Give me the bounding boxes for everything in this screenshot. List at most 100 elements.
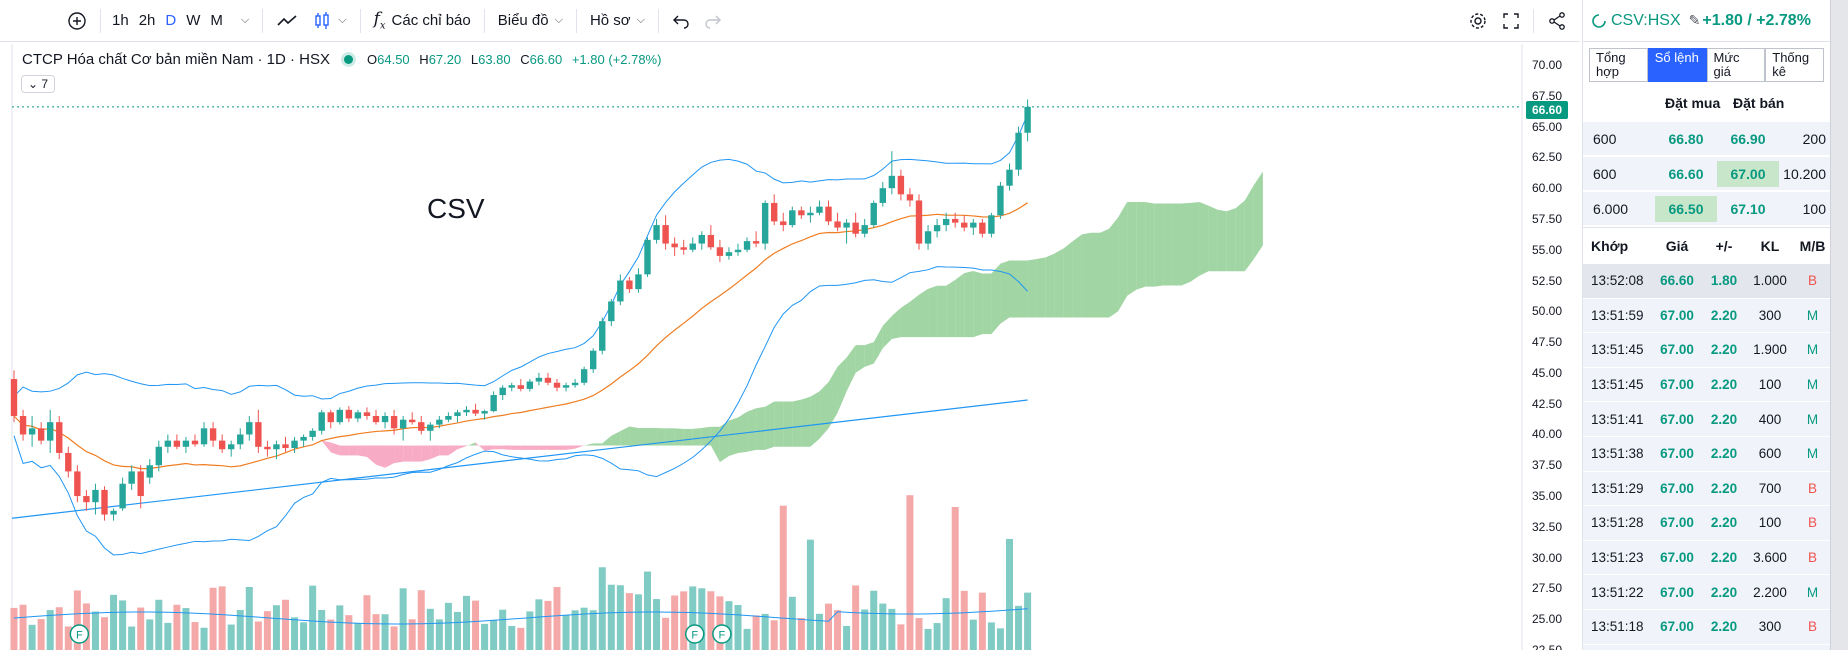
dividend-marker[interactable]: F: [712, 624, 732, 644]
undo-button[interactable]: [665, 6, 697, 36]
volume-bar: [770, 620, 778, 650]
candle: [915, 194, 923, 250]
line-chart-type-button[interactable]: [269, 6, 305, 36]
trade-side: B: [1807, 619, 1817, 635]
undo-icon: [672, 15, 689, 29]
price-axis-tick: 52.50: [1532, 273, 1563, 288]
panel-tab[interactable]: Sổ lệnh: [1647, 48, 1707, 82]
candle: [897, 169, 905, 201]
chevron-down-icon: ⌵: [554, 14, 563, 26]
price-axis-tick: 60.00: [1532, 181, 1563, 196]
dividend-marker[interactable]: F: [685, 624, 705, 644]
symbol-watermark: CSV: [427, 193, 485, 224]
candle: [445, 412, 452, 423]
candle: [508, 382, 515, 392]
resolution-W[interactable]: W: [186, 12, 201, 29]
candle: [590, 348, 597, 373]
toolbar-divider: [483, 8, 485, 33]
volume-bar: [146, 619, 154, 650]
trade-price: 67.00: [1660, 619, 1694, 635]
candle: [246, 416, 253, 441]
volume-bar: [969, 619, 977, 650]
profile-menu-button[interactable]: Hồ sơ ⌵: [583, 6, 652, 36]
cloud-segment: [964, 270, 974, 338]
candle-body: [825, 206, 832, 222]
volume-bar: [734, 605, 742, 650]
cloud-segment: [1154, 203, 1164, 287]
dividend-marker[interactable]: F: [69, 624, 90, 644]
volume-bars: [10, 495, 1032, 650]
trade-chg: 2.20: [1710, 619, 1738, 635]
candle-body: [427, 424, 434, 431]
add-symbol-button[interactable]: [60, 6, 94, 36]
trade-vol: 700: [1758, 480, 1782, 496]
redo-button[interactable]: [697, 6, 729, 36]
cloud-segment: [900, 301, 910, 338]
share-button[interactable]: [1540, 6, 1574, 36]
volume-bar: [815, 613, 823, 650]
candle-body: [146, 465, 153, 478]
fullscreen-button[interactable]: [1495, 6, 1527, 36]
cloud-segment: [683, 428, 693, 446]
cloud-segment: [674, 428, 684, 446]
resolution-2h[interactable]: 2h: [138, 12, 156, 29]
candle-body: [852, 222, 859, 234]
candle-body: [798, 210, 805, 216]
cloud-segment: [1208, 205, 1218, 272]
chart-menu-button[interactable]: Biểu đồ ⌵: [491, 6, 570, 36]
candle-body: [164, 440, 172, 447]
candles: [10, 99, 1031, 521]
indicator-collapse-toggle[interactable]: ⌄ 7: [21, 75, 56, 93]
cloud-segment: [692, 428, 702, 446]
bid-volume: 600: [1593, 130, 1617, 147]
volume-bar: [209, 587, 217, 650]
edit-icon[interactable]: ✎: [1688, 12, 1701, 28]
candle: [463, 406, 470, 416]
candle: [617, 274, 624, 306]
candle-body: [463, 409, 470, 413]
panel-tab[interactable]: Thống kê: [1765, 48, 1824, 82]
resolution-dropdown[interactable]: ⌵: [228, 6, 256, 36]
resolution-M[interactable]: M: [210, 12, 223, 29]
candle-body: [952, 218, 959, 223]
candle-body: [481, 411, 488, 414]
cloud-segment: [1118, 202, 1128, 312]
trade-row: 13:51:29 67.00 2.20 700 B: [1583, 470, 1830, 506]
panel-tab[interactable]: Mức giá: [1706, 48, 1766, 82]
candle: [1006, 163, 1013, 191]
price-axis-tick: 27.50: [1532, 581, 1563, 596]
ask-volume: 200: [1802, 130, 1826, 147]
trade-row: 13:51:23 67.00 2.20 3.600 B: [1583, 539, 1830, 575]
resolution-1h[interactable]: 1h: [112, 12, 129, 29]
cloud-segment: [738, 411, 748, 453]
trade-vol: 300: [1758, 307, 1782, 323]
volume-bar: [671, 595, 679, 650]
side-toolbar-strip[interactable]: [1830, 0, 1848, 650]
volume-bar: [1006, 538, 1013, 650]
cloud-segment: [1100, 228, 1110, 318]
panel-tab[interactable]: Tổng hợp: [1589, 48, 1648, 82]
settings-button[interactable]: [1461, 6, 1495, 36]
bollinger-bands: [13, 114, 1029, 556]
indicators-button[interactable]: fx Các chỉ báo: [367, 6, 478, 36]
resolution-D[interactable]: D: [165, 12, 177, 29]
volume-bar: [318, 609, 326, 650]
volume-bar: [843, 625, 851, 650]
cloud-segment: [1127, 202, 1137, 296]
candle-body: [970, 222, 977, 228]
volume-bar: [535, 599, 543, 650]
candle-body: [997, 185, 1004, 216]
dividend-marker-label: F: [719, 630, 726, 642]
candle: [906, 188, 914, 207]
dividend-marker-label: F: [691, 630, 698, 642]
cloud-segment: [276, 408, 286, 412]
candle: [626, 276, 633, 293]
bid-volume: 600: [1593, 165, 1617, 182]
candle-chart-type-button[interactable]: ⌵: [305, 6, 353, 36]
volume-bar: [761, 613, 769, 650]
cloud-segment: [403, 445, 413, 462]
candle-body: [644, 239, 651, 275]
